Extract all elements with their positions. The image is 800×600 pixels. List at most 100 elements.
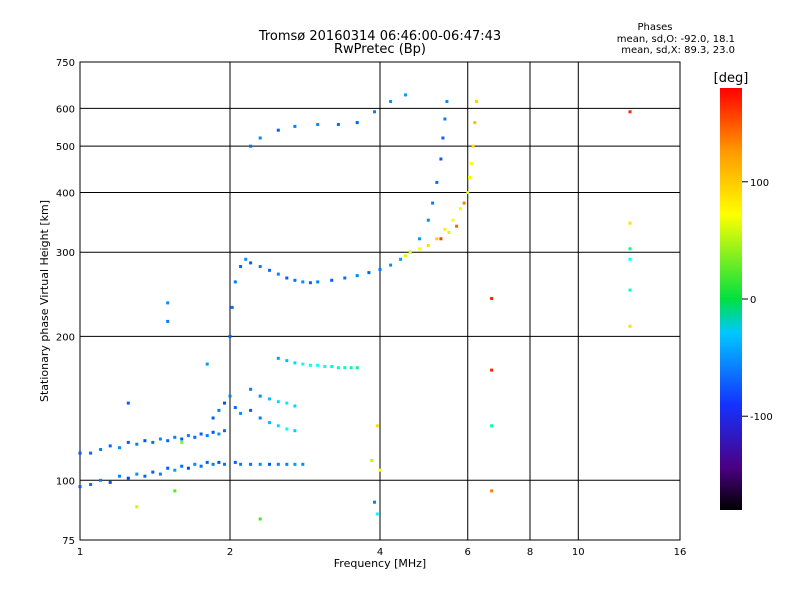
data-point	[330, 365, 334, 368]
data-point	[355, 121, 359, 125]
data-point	[118, 474, 121, 478]
colorbar	[720, 88, 742, 510]
data-point	[249, 408, 253, 412]
data-point	[268, 421, 271, 425]
data-point	[249, 144, 253, 148]
data-point	[276, 400, 280, 404]
data-point	[228, 334, 232, 338]
data-point	[343, 276, 347, 280]
data-point	[233, 406, 237, 409]
data-point	[135, 472, 139, 476]
data-point	[205, 434, 209, 438]
data-point	[126, 476, 130, 480]
data-point	[223, 462, 226, 466]
data-point	[239, 462, 243, 466]
data-point	[628, 257, 632, 261]
data-point	[199, 432, 203, 436]
data-point	[355, 274, 359, 278]
data-point	[193, 462, 197, 466]
data-point	[233, 280, 237, 284]
data-point	[404, 254, 407, 258]
y-tick-label: 200	[56, 332, 75, 343]
data-point	[173, 435, 177, 439]
info-line-o: mean, sd,O: -92.0, 18.1	[617, 34, 735, 45]
data-point	[490, 424, 494, 428]
data-point	[458, 207, 462, 211]
data-point	[205, 460, 209, 464]
data-point	[230, 305, 234, 309]
data-point	[343, 366, 347, 370]
data-point	[217, 460, 221, 464]
data-point	[99, 478, 103, 482]
data-point	[293, 462, 297, 466]
data-point	[89, 483, 93, 486]
data-point	[316, 363, 320, 367]
data-point	[158, 472, 162, 476]
data-point	[205, 362, 209, 366]
data-point	[308, 363, 312, 367]
data-point	[336, 366, 340, 370]
data-point	[373, 500, 376, 504]
data-points	[78, 93, 632, 521]
x-tick-label: 1	[77, 547, 83, 558]
data-point	[404, 93, 407, 97]
data-point	[293, 361, 297, 365]
data-point	[180, 464, 184, 468]
data-point	[490, 489, 494, 493]
data-point	[431, 201, 435, 205]
data-point	[301, 280, 305, 284]
data-point	[308, 281, 312, 285]
data-point	[268, 268, 271, 272]
data-point	[217, 408, 221, 412]
data-point	[166, 439, 170, 443]
data-point	[439, 237, 443, 241]
data-point	[378, 468, 382, 472]
data-point	[426, 218, 430, 222]
data-point	[166, 319, 170, 323]
data-point	[471, 144, 475, 148]
data-point	[285, 276, 289, 280]
data-point	[276, 356, 280, 360]
data-point	[268, 397, 271, 401]
data-point	[233, 460, 237, 464]
data-point	[143, 474, 147, 478]
data-point	[285, 359, 289, 363]
data-point	[628, 324, 632, 328]
colorbar-tick-label: 100	[750, 178, 769, 189]
data-point	[455, 224, 459, 228]
data-point	[468, 176, 471, 179]
data-point	[370, 459, 374, 462]
data-point	[469, 162, 473, 165]
data-point	[258, 136, 262, 140]
data-point	[293, 278, 297, 282]
colorbar-tick-label: -100	[750, 412, 773, 423]
x-tick-label: 6	[465, 547, 471, 558]
data-point	[258, 416, 262, 420]
data-point	[330, 278, 334, 282]
data-point	[180, 437, 184, 441]
data-point	[293, 429, 297, 433]
data-point	[211, 416, 215, 420]
data-point	[447, 230, 451, 234]
data-point	[268, 462, 271, 466]
data-point	[108, 480, 112, 484]
data-point	[439, 157, 443, 161]
data-point	[367, 271, 371, 275]
data-point	[151, 470, 155, 474]
colorbar-ticks: 100 0 -100	[742, 178, 773, 423]
data-point	[375, 424, 379, 428]
data-point	[249, 387, 253, 391]
data-point	[143, 439, 147, 443]
data-point	[180, 440, 184, 444]
y-axis-label: Stationary phase Virtual Height [km]	[38, 200, 51, 402]
y-tick-label: 500	[56, 142, 75, 153]
data-point	[258, 265, 262, 268]
x-tick-label: 8	[527, 547, 533, 558]
data-point	[323, 365, 327, 368]
data-point	[126, 440, 130, 444]
data-point	[258, 517, 262, 521]
data-point	[316, 280, 320, 284]
data-point	[211, 462, 215, 466]
colorbar-tick-label: 0	[750, 295, 756, 306]
